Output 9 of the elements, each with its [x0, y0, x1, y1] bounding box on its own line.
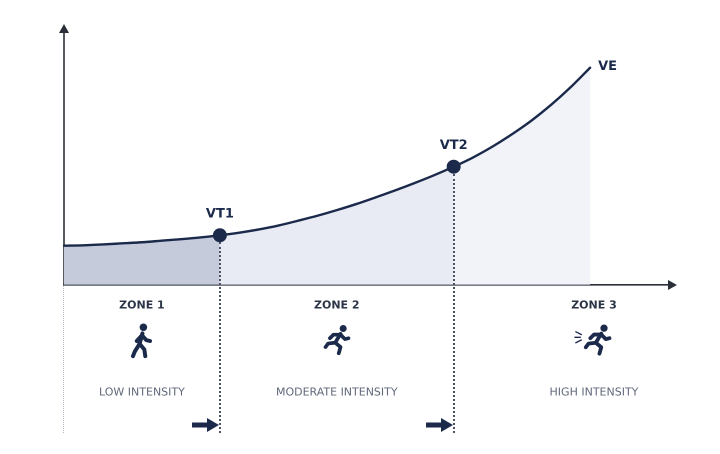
text: ZONE 1	[119, 298, 165, 312]
series-label: VE	[598, 59, 618, 74]
annotation: VT2	[440, 138, 468, 154]
text: MODERATE INTENSITY	[276, 386, 398, 399]
annotation: VT1	[206, 206, 234, 222]
text: HIGH INTENSITY	[550, 386, 639, 399]
text: ZONE 3	[571, 298, 617, 312]
text: LOW INTENSITY	[99, 386, 186, 399]
text: ZONE 2	[314, 298, 360, 312]
